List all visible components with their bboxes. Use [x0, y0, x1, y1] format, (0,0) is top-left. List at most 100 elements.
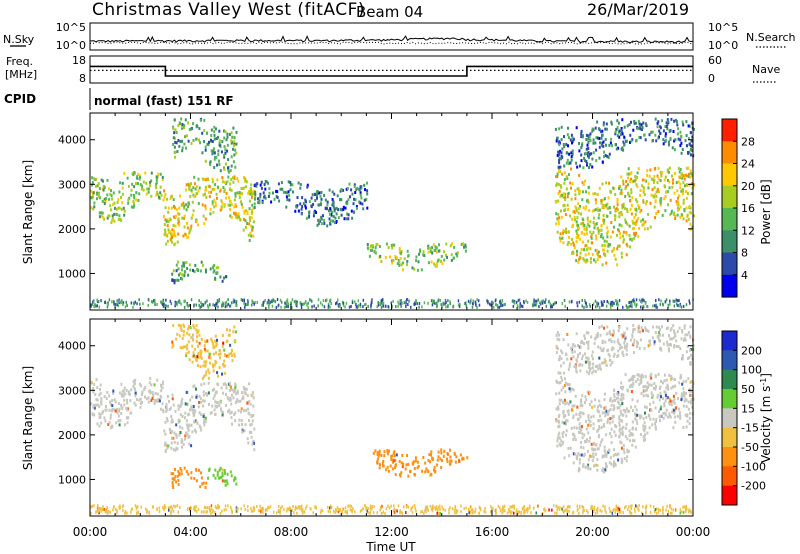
heatmap-cell	[211, 152, 214, 156]
heatmap-cell	[253, 302, 255, 306]
heatmap-cell	[526, 510, 529, 514]
heatmap-cell	[362, 507, 364, 511]
heatmap-cell	[205, 510, 207, 514]
heatmap-cell	[244, 423, 247, 427]
heatmap-cell	[430, 246, 433, 250]
heatmap-cell	[135, 191, 138, 195]
heatmap-cell	[250, 183, 253, 187]
heatmap-cell	[173, 504, 175, 508]
heatmap-cell	[250, 195, 253, 199]
heatmap-cell	[96, 197, 98, 201]
heatmap-cell	[670, 209, 673, 213]
heatmap-cell	[568, 365, 571, 368]
heatmap-cell	[326, 207, 328, 211]
heatmap-cell	[677, 203, 680, 206]
heatmap-cell	[604, 138, 607, 141]
heatmap-cell	[409, 469, 412, 473]
heatmap-cell	[186, 303, 188, 307]
heatmap-cell	[664, 175, 667, 179]
heatmap-cell	[192, 411, 195, 415]
heatmap-cell	[400, 263, 403, 267]
heatmap-cell	[269, 301, 272, 305]
heatmap-cell	[662, 506, 664, 510]
heatmap-cell	[103, 416, 106, 420]
heatmap-cell	[576, 457, 579, 461]
heatmap-cell	[288, 198, 291, 202]
heatmap-cell	[656, 305, 659, 309]
heatmap-cell	[594, 463, 597, 467]
heatmap-cell	[572, 251, 575, 255]
heatmap-cell	[692, 183, 695, 187]
heatmap-cell	[681, 382, 684, 386]
heatmap-cell	[513, 507, 515, 510]
heatmap-cell	[123, 398, 126, 402]
heatmap-cell	[606, 230, 609, 234]
heatmap-cell	[189, 268, 192, 272]
heatmap-cell	[174, 475, 177, 479]
heatmap-cell	[434, 302, 437, 306]
heatmap-cell	[133, 204, 136, 208]
heatmap-cell	[582, 182, 585, 186]
heatmap-cell	[145, 507, 147, 511]
heatmap-cell	[396, 509, 398, 513]
heatmap-cell	[554, 511, 556, 515]
heatmap-cell	[204, 217, 207, 221]
heatmap-cell	[594, 337, 597, 341]
heatmap-cell	[195, 303, 197, 307]
heatmap-cell	[565, 161, 568, 165]
heatmap-cell	[232, 330, 235, 334]
heatmap-cell	[613, 404, 616, 408]
heatmap-cell	[161, 176, 164, 179]
heatmap-cell	[143, 387, 146, 391]
heatmap-cell	[616, 299, 618, 303]
heatmap-cell	[583, 452, 586, 456]
heatmap-cell	[628, 429, 631, 433]
heatmap-cell	[656, 125, 659, 129]
heatmap-cell	[642, 200, 645, 204]
heatmap-cell	[570, 242, 573, 246]
heatmap-cell	[452, 305, 454, 309]
heatmap-cell	[653, 304, 656, 308]
heatmap-cell	[96, 304, 98, 308]
heatmap-cell	[209, 267, 212, 271]
heatmap-cell	[677, 206, 679, 210]
heatmap-cell	[562, 386, 565, 389]
heatmap-cell	[202, 421, 205, 424]
heatmap-cell	[90, 303, 92, 307]
heatmap-cell	[297, 209, 300, 213]
heatmap-cell	[172, 436, 175, 440]
heatmap-cell	[214, 510, 216, 514]
heatmap-cell	[216, 338, 218, 342]
freq-tick-high: 18	[72, 54, 86, 67]
heatmap-cell	[393, 507, 396, 511]
colorbar-tick-label: 4	[741, 269, 748, 282]
heatmap-cell	[211, 339, 214, 343]
heatmap-cell	[362, 207, 365, 211]
heatmap-cell	[645, 385, 648, 389]
heatmap-cell	[230, 348, 233, 352]
heatmap-cell	[203, 347, 206, 351]
heatmap-cell	[394, 466, 397, 469]
heatmap-cell	[120, 382, 123, 386]
colorbar-tick-label: 24	[741, 158, 755, 171]
heatmap-cell	[677, 304, 679, 308]
heatmap-cell	[602, 221, 605, 225]
heatmap-cell	[417, 260, 420, 264]
heatmap-cell	[199, 396, 202, 400]
heatmap-cell	[435, 463, 438, 467]
heatmap-cell	[359, 185, 362, 189]
heatmap-cell	[345, 301, 348, 305]
heatmap-cell	[171, 481, 174, 484]
heatmap-cell	[597, 405, 599, 409]
heatmap-cell	[621, 350, 624, 354]
heatmap-cell	[665, 408, 668, 412]
heatmap-cell	[613, 393, 616, 397]
heatmap-cell	[380, 453, 383, 457]
heatmap-cell	[251, 190, 254, 194]
heatmap-cell	[610, 435, 613, 439]
heatmap-cell	[231, 135, 234, 139]
heatmap-cell	[679, 130, 682, 134]
heatmap-cell	[120, 392, 123, 396]
heatmap-cell	[120, 195, 122, 199]
heatmap-cell	[100, 397, 103, 401]
